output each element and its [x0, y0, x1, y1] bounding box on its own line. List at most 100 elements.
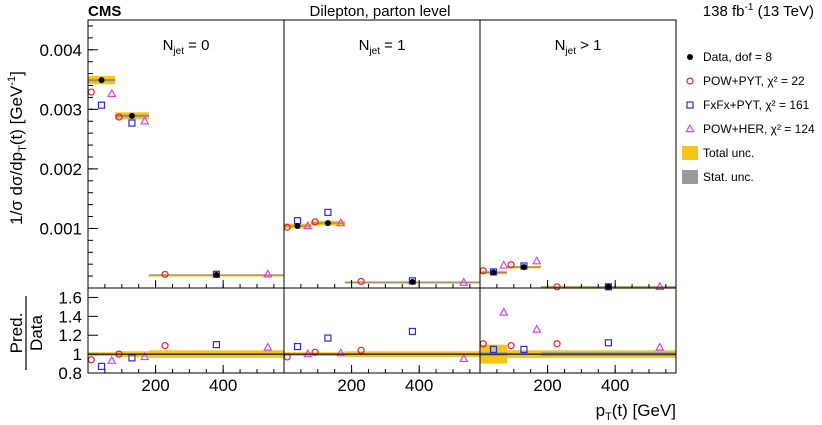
- powher-point: [140, 115, 150, 125]
- powpyt-point: [357, 277, 365, 286]
- legend-label: FxFx+PYT, χ² = 161: [703, 98, 810, 112]
- fxfxpyt-ratio-point: [489, 345, 498, 353]
- fxfxpyt-ratio-point: [408, 327, 417, 336]
- legend-marker: [685, 123, 695, 133]
- main-frame: [479, 19, 677, 289]
- fxfxpyt-point: [324, 208, 332, 216]
- powpyt-point: [161, 270, 169, 278]
- powher-point: [263, 269, 273, 278]
- powher-ratio-point: [263, 342, 273, 351]
- powher-point: [107, 88, 117, 98]
- x-tick-label: 400: [405, 376, 433, 395]
- plot-title: Dilepton, parton level: [310, 3, 451, 20]
- powher-ratio-point: [459, 353, 469, 363]
- powpyt-ratio-point: [87, 356, 95, 364]
- ratio-y-tick-label: 0.8: [58, 364, 82, 383]
- y-tick-label: 0.003: [39, 100, 82, 119]
- main-y-axis-label: 1/σ dσ/dpT(t) [GeV-1]: [6, 71, 29, 225]
- legend-label: POW+HER, χ² = 124: [703, 122, 815, 136]
- panel-label: Njet > 1: [555, 37, 602, 57]
- legend-marker: [687, 54, 693, 60]
- fxfxpyt-ratio-point: [128, 354, 136, 362]
- powher-point: [336, 217, 346, 227]
- powher-ratio-point: [303, 348, 313, 358]
- main-frame: [283, 19, 481, 289]
- fxfxpyt-ratio-point: [324, 334, 332, 342]
- powher-point: [532, 255, 542, 265]
- panel-label: Njet = 1: [359, 37, 406, 57]
- fxfxpyt-point: [293, 217, 302, 225]
- panel-1: Njet = 1 200 400: [283, 19, 481, 395]
- ratio-y-tick-label: 1: [73, 345, 82, 364]
- powher-ratio-point: [532, 324, 542, 333]
- panel-label: Njet = 0: [163, 37, 210, 57]
- powpyt-ratio-point: [357, 346, 365, 354]
- powpyt-ratio-point: [553, 340, 561, 348]
- y-tick-label: 0.001: [39, 219, 82, 238]
- legend-label: Data, dof = 8: [703, 50, 772, 64]
- fxfxpyt-ratio-point: [212, 341, 221, 349]
- data-point: [490, 269, 497, 276]
- powpyt-point: [311, 218, 319, 226]
- ratio-y-tick-label: 1.2: [58, 326, 82, 345]
- panel-2: Njet > 1 200 400: [479, 19, 677, 395]
- x-tick-label: 400: [209, 376, 237, 395]
- data-point: [324, 220, 331, 227]
- ratio-frame: [87, 287, 285, 374]
- lumi-label: 138 fb-1 (13 TeV): [703, 2, 814, 20]
- ratio-frame: [479, 287, 677, 374]
- fxfxpyt-ratio-point: [520, 345, 528, 353]
- lumi-exponent: -1: [745, 2, 754, 13]
- powpyt-ratio-point: [311, 348, 319, 356]
- data-point: [520, 264, 527, 271]
- main-frame: [87, 19, 285, 289]
- legend-label: POW+PYT, χ² = 22: [703, 74, 805, 88]
- powpyt-ratio-point: [507, 342, 515, 350]
- powher-ratio-point: [107, 355, 117, 364]
- powher-point: [303, 220, 313, 230]
- powher-point: [459, 277, 469, 286]
- ratio-frame: [283, 287, 481, 374]
- x-tick-label: 200: [337, 376, 365, 395]
- data-point: [213, 271, 220, 278]
- legend: Data, dof = 8 POW+PYT, χ² = 22 FxFx+PYT, χ…: [682, 50, 815, 184]
- legend-marker: [686, 77, 694, 85]
- svg-text:Data: Data: [27, 315, 46, 351]
- legend-swatch: [682, 146, 698, 160]
- legend-label: Stat. unc.: [703, 170, 754, 184]
- legend-label: Total unc.: [703, 146, 754, 160]
- svg-text:Pred.: Pred.: [7, 313, 26, 354]
- data-point: [605, 283, 612, 290]
- fxfxpyt-point: [97, 101, 106, 109]
- x-tick-label: 400: [601, 376, 629, 395]
- y-tick-label: 0.004: [39, 41, 82, 60]
- data-point: [128, 112, 135, 119]
- fxfxpyt-point: [128, 119, 136, 127]
- powher-ratio-point: [655, 342, 665, 351]
- y-tick-label: 0.002: [39, 160, 82, 179]
- data-point: [409, 279, 416, 286]
- powher-ratio-point: [499, 307, 509, 316]
- legend-marker: [686, 101, 694, 109]
- data-point: [98, 77, 105, 84]
- x-axis-label: pT(t) [GeV]: [596, 401, 676, 423]
- fxfxpyt-ratio-point: [293, 342, 302, 351]
- panel-0: Njet = 0 200 400: [87, 19, 285, 395]
- x-tick-label: 200: [141, 376, 169, 395]
- powpyt-point: [87, 88, 95, 96]
- ratio-y-tick-label: 1.4: [58, 307, 82, 326]
- powher-point: [655, 281, 665, 291]
- powpyt-point: [507, 261, 515, 269]
- cms-label: CMS: [88, 3, 121, 20]
- fxfxpyt-ratio-point: [604, 339, 613, 347]
- powher-point: [499, 260, 509, 269]
- fxfxpyt-ratio-point: [97, 362, 106, 370]
- powpyt-ratio-point: [161, 342, 169, 350]
- legend-swatch: [682, 170, 698, 184]
- x-tick-label: 200: [533, 376, 561, 395]
- powpyt-point: [115, 113, 123, 121]
- powher-ratio-point: [336, 347, 346, 357]
- ratio-y-tick-label: 1.6: [58, 288, 82, 307]
- powpyt-point: [553, 283, 561, 291]
